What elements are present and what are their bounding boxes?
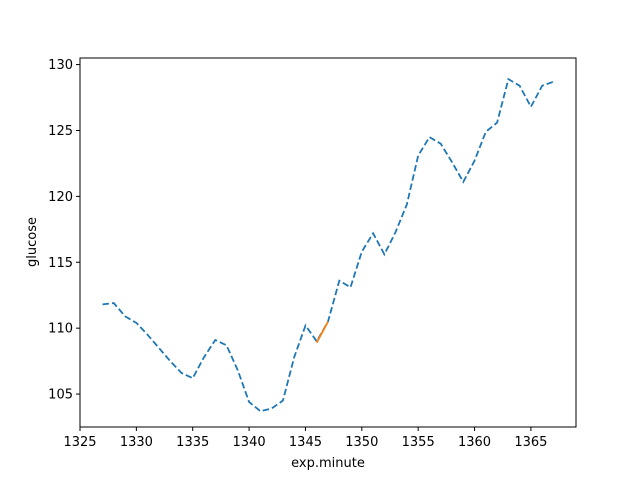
y-tick-label: 125 bbox=[48, 124, 73, 139]
x-tick-label: 1360 bbox=[458, 435, 491, 450]
x-tick-label: 1340 bbox=[233, 435, 266, 450]
x-axis: 1325 1330 1335 1340 1345 1350 1355 1360 1365 bbox=[63, 427, 547, 450]
y-tick-label: 115 bbox=[48, 256, 73, 271]
y-tick-label: 130 bbox=[48, 58, 73, 73]
x-tick-label: 1325 bbox=[63, 435, 96, 450]
x-tick-label: 1345 bbox=[289, 435, 322, 450]
x-axis-label: exp.minute bbox=[291, 456, 365, 471]
x-tick-label: 1350 bbox=[345, 435, 378, 450]
y-tick-label: 110 bbox=[48, 322, 73, 337]
series-line-2 bbox=[315, 321, 329, 344]
y-tick-label: 105 bbox=[48, 388, 73, 403]
x-tick-label: 1355 bbox=[402, 435, 435, 450]
x-tick-label: 1335 bbox=[176, 435, 209, 450]
x-tick-label: 1330 bbox=[120, 435, 153, 450]
y-tick-label: 120 bbox=[48, 190, 73, 205]
series-line-1 bbox=[102, 77, 554, 413]
y-axis-label: glucose bbox=[25, 217, 40, 267]
x-tick-label: 1365 bbox=[514, 435, 547, 450]
plot-frame bbox=[79, 57, 577, 428]
y-axis: 105 110 115 120 125 130 bbox=[48, 58, 80, 403]
series-layer bbox=[102, 77, 554, 413]
